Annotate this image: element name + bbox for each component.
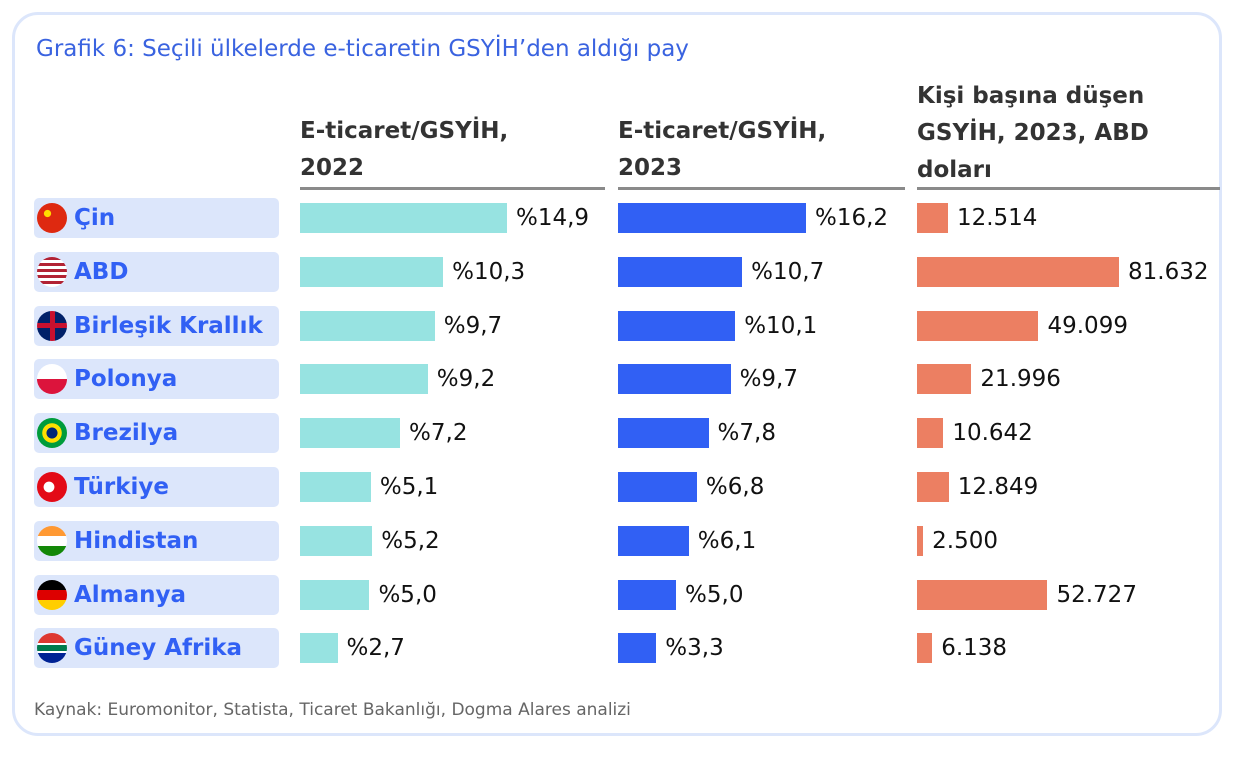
value-label: %7,2 xyxy=(409,420,468,447)
category-box xyxy=(34,467,279,507)
bar xyxy=(618,633,657,664)
bar xyxy=(300,633,338,664)
bar xyxy=(618,364,731,395)
bar xyxy=(618,472,697,502)
value-label: %9,7 xyxy=(443,312,503,339)
value-label: %5,1 xyxy=(379,474,439,500)
value-label: 52.727 xyxy=(1056,581,1137,608)
bar xyxy=(300,364,428,395)
bar xyxy=(618,579,677,610)
category-box xyxy=(34,359,279,400)
value-label: 12.849 xyxy=(957,474,1039,500)
bar xyxy=(300,525,373,556)
flag-icon xyxy=(37,472,67,502)
bar xyxy=(917,525,924,556)
value-label: 2.500 xyxy=(932,527,999,554)
value-label: %14,9 xyxy=(516,205,590,231)
bar xyxy=(618,418,709,449)
column-header: E-ticaret/GSYİH, 2022 xyxy=(300,118,509,181)
flag-icon xyxy=(37,418,67,449)
chart-title: Grafik 6: Seçili ülkelerde e-ticaretin G… xyxy=(36,36,689,62)
value-label: %6,8 xyxy=(705,474,765,500)
bar xyxy=(618,203,806,233)
value-label: %10,3 xyxy=(452,258,526,285)
value-label: 81.632 xyxy=(1128,258,1209,285)
header-rule xyxy=(618,187,905,190)
bar xyxy=(300,203,507,233)
category-box xyxy=(34,628,279,669)
bar xyxy=(917,418,944,449)
value-label: %5,0 xyxy=(378,581,437,608)
bar xyxy=(618,525,689,556)
value-label: %5,2 xyxy=(381,527,440,554)
category-label: Güney Afrika xyxy=(74,635,243,662)
bar xyxy=(917,310,1039,341)
bar xyxy=(300,418,401,449)
category-box xyxy=(34,413,279,454)
category-label: Brezilya xyxy=(74,420,179,447)
flag-icon xyxy=(37,525,67,556)
bar xyxy=(917,579,1048,610)
column-header: Kişi başına düşen GSYİH, 2023, ABD dolar… xyxy=(917,83,1149,183)
flag-icon xyxy=(37,310,67,341)
value-label: 10.642 xyxy=(952,420,1033,447)
category-label: ABD xyxy=(74,258,129,285)
category-label: Türkiye xyxy=(74,474,169,500)
bar xyxy=(300,256,444,287)
category-label: Almanya xyxy=(74,581,187,608)
value-label: %5,0 xyxy=(685,581,744,608)
flag-icon xyxy=(37,633,67,664)
category-label: Polonya xyxy=(74,366,178,393)
bar xyxy=(300,579,370,610)
value-label: 21.996 xyxy=(980,366,1061,393)
bar xyxy=(300,472,371,502)
flag-icon xyxy=(37,364,67,395)
column-header: E-ticaret/GSYİH, 2023 xyxy=(618,118,827,181)
flag-icon xyxy=(37,256,67,287)
category-label: Birleşik Krallık xyxy=(74,312,263,339)
value-label: %7,8 xyxy=(717,420,776,447)
value-label: 6.138 xyxy=(941,635,1008,662)
header-rule xyxy=(917,187,1220,190)
bar xyxy=(618,256,743,287)
value-label: %16,2 xyxy=(815,205,889,231)
category-box xyxy=(34,305,279,346)
category-box xyxy=(34,520,279,561)
source: Kaynak: Euromonitor, Statista, Ticaret B… xyxy=(34,700,631,720)
flag-icon xyxy=(37,579,67,610)
bar xyxy=(917,633,933,664)
bar xyxy=(300,310,435,341)
value-label: %10,7 xyxy=(751,258,825,285)
category-box xyxy=(34,574,279,615)
value-label: %3,3 xyxy=(665,635,724,662)
card xyxy=(12,12,1222,736)
flag-icon xyxy=(37,203,67,233)
bar xyxy=(917,203,948,233)
value-label: 49.099 xyxy=(1047,312,1128,339)
bar xyxy=(917,472,949,502)
category-label: Çin xyxy=(74,205,116,231)
bar xyxy=(618,310,736,341)
bar xyxy=(917,256,1119,287)
category-label: Hindistan xyxy=(74,527,199,554)
category-box xyxy=(34,251,279,292)
value-label: %6,1 xyxy=(697,527,757,554)
value-label: %2,7 xyxy=(346,635,405,662)
value-label: %9,7 xyxy=(739,366,798,393)
value-label: 12.514 xyxy=(956,205,1038,231)
header-rule xyxy=(300,187,605,190)
value-label: %10,1 xyxy=(744,312,818,339)
category-box xyxy=(34,198,279,238)
value-label: %9,2 xyxy=(436,366,496,393)
bar xyxy=(917,364,972,395)
